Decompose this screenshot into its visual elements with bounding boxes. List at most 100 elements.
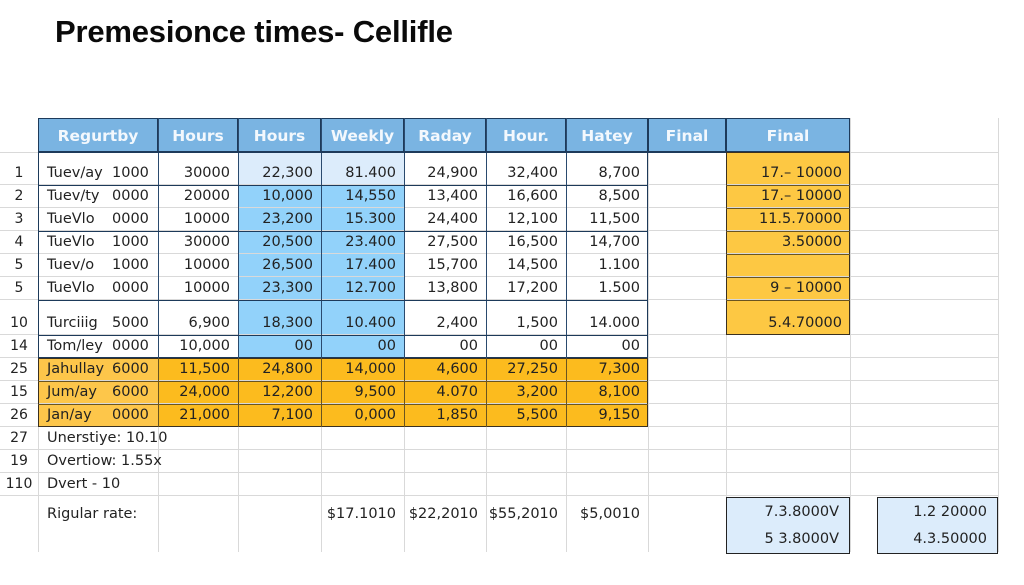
data-cell[interactable]: 10000 bbox=[158, 277, 238, 300]
data-cell[interactable]: 14,500 bbox=[486, 254, 566, 277]
row-label-cell[interactable]: Tuev/ty 0000 bbox=[38, 185, 158, 208]
data-cell[interactable]: 23,200 bbox=[238, 208, 321, 231]
row-number[interactable]: 25 bbox=[0, 358, 38, 381]
row-number[interactable]: 19 bbox=[0, 450, 38, 473]
final-total-cell[interactable]: 17.– 10000 bbox=[726, 185, 850, 208]
data-cell[interactable]: 10,000 bbox=[158, 335, 238, 358]
empty-cell[interactable] bbox=[850, 450, 998, 473]
data-cell[interactable]: 20,500 bbox=[238, 231, 321, 254]
data-cell[interactable]: 13,800 bbox=[404, 277, 486, 300]
final-total-cell[interactable] bbox=[726, 381, 850, 404]
final-cell[interactable] bbox=[648, 152, 726, 185]
data-cell[interactable]: 1.100 bbox=[566, 254, 648, 277]
data-cell[interactable]: 4.070 bbox=[404, 381, 486, 404]
empty-cell[interactable] bbox=[566, 427, 648, 450]
regular-rate-value[interactable]: $5,0010 bbox=[580, 506, 640, 522]
row-number[interactable]: 14 bbox=[0, 335, 38, 358]
empty-cell[interactable] bbox=[726, 473, 850, 496]
data-cell[interactable]: 10000 bbox=[158, 208, 238, 231]
empty-cell[interactable] bbox=[404, 427, 486, 450]
data-cell[interactable]: 30000 bbox=[158, 231, 238, 254]
row-number[interactable]: 5 bbox=[0, 277, 38, 300]
data-cell[interactable]: 5,500 bbox=[486, 404, 566, 427]
column-header-3[interactable]: Hours bbox=[238, 118, 321, 153]
data-cell[interactable]: 1,500 bbox=[486, 300, 566, 335]
empty-cell[interactable] bbox=[238, 473, 321, 496]
empty-cell[interactable] bbox=[850, 427, 998, 450]
note-text[interactable]: Overtiow: 1.55x bbox=[38, 450, 162, 473]
data-cell[interactable]: 17,200 bbox=[486, 277, 566, 300]
row-label-cell[interactable]: Turciiig 5000 bbox=[38, 300, 158, 335]
row-number[interactable]: 110 bbox=[0, 473, 38, 496]
summary-value[interactable]: 5 3.8000V bbox=[726, 525, 850, 554]
empty-cell[interactable] bbox=[850, 277, 998, 300]
empty-cell[interactable] bbox=[238, 427, 321, 450]
data-cell[interactable]: 12.700 bbox=[321, 277, 404, 300]
empty-cell[interactable] bbox=[321, 427, 404, 450]
final-cell[interactable] bbox=[648, 231, 726, 254]
data-cell[interactable]: 14,700 bbox=[566, 231, 648, 254]
data-cell[interactable]: 1,850 bbox=[404, 404, 486, 427]
empty-cell[interactable] bbox=[850, 404, 998, 427]
row-number[interactable]: 4 bbox=[0, 231, 38, 254]
empty-cell[interactable] bbox=[238, 450, 321, 473]
row-label-cell[interactable]: Jahullay 6000 bbox=[38, 358, 158, 381]
final-total-cell[interactable] bbox=[726, 358, 850, 381]
data-cell[interactable]: 27,250 bbox=[486, 358, 566, 381]
regular-rate-value[interactable]: $55,2010 bbox=[488, 506, 558, 522]
final-total-cell[interactable] bbox=[726, 335, 850, 358]
final-total-cell[interactable]: 3.50000 bbox=[726, 231, 850, 254]
empty-cell[interactable] bbox=[158, 450, 238, 473]
data-cell[interactable]: 22,300 bbox=[238, 152, 321, 185]
data-cell[interactable]: 81.400 bbox=[321, 152, 404, 185]
empty-cell[interactable] bbox=[850, 473, 998, 496]
data-cell[interactable]: 14.000 bbox=[566, 300, 648, 335]
row-label-cell[interactable]: Tom/ley 0000 bbox=[38, 335, 158, 358]
data-cell[interactable]: 11,500 bbox=[158, 358, 238, 381]
row-number[interactable]: 1 bbox=[0, 152, 38, 185]
data-cell[interactable]: 16,500 bbox=[486, 231, 566, 254]
data-cell[interactable]: 13,400 bbox=[404, 185, 486, 208]
summary-value[interactable]: 4.3.50000 bbox=[877, 525, 998, 554]
row-number[interactable]: 26 bbox=[0, 404, 38, 427]
data-cell[interactable]: 15,700 bbox=[404, 254, 486, 277]
final-total-cell[interactable] bbox=[726, 404, 850, 427]
empty-cell[interactable] bbox=[850, 185, 998, 208]
note-text[interactable]: Dvert - 10 bbox=[38, 473, 158, 496]
data-cell[interactable]: 24,400 bbox=[404, 208, 486, 231]
data-cell[interactable]: 20000 bbox=[158, 185, 238, 208]
data-cell[interactable]: 27,500 bbox=[404, 231, 486, 254]
data-cell[interactable]: 18,300 bbox=[238, 300, 321, 335]
row-number[interactable]: 15 bbox=[0, 381, 38, 404]
data-cell[interactable]: 8,700 bbox=[566, 152, 648, 185]
data-cell[interactable]: 12,200 bbox=[238, 381, 321, 404]
empty-cell[interactable] bbox=[726, 450, 850, 473]
empty-cell[interactable] bbox=[321, 450, 404, 473]
data-cell[interactable]: 8,100 bbox=[566, 381, 648, 404]
row-number[interactable]: 10 bbox=[0, 300, 38, 335]
empty-cell[interactable] bbox=[850, 208, 998, 231]
empty-cell[interactable] bbox=[850, 300, 998, 335]
data-cell[interactable]: 9,150 bbox=[566, 404, 648, 427]
data-cell[interactable]: 00 bbox=[321, 335, 404, 358]
row-label-cell[interactable]: Tuev/o 1000 bbox=[38, 254, 158, 277]
data-cell[interactable]: 7,100 bbox=[238, 404, 321, 427]
empty-cell[interactable] bbox=[321, 473, 404, 496]
regular-rate-value[interactable]: $22,2010 bbox=[408, 506, 478, 522]
data-cell[interactable]: 24,900 bbox=[404, 152, 486, 185]
final-total-cell[interactable]: 5.4.70000 bbox=[726, 300, 850, 335]
data-cell[interactable]: 14,550 bbox=[321, 185, 404, 208]
column-header-4[interactable]: Weekly bbox=[321, 118, 404, 153]
data-cell[interactable]: 10000 bbox=[158, 254, 238, 277]
data-cell[interactable]: 10,000 bbox=[238, 185, 321, 208]
empty-cell[interactable] bbox=[158, 473, 238, 496]
empty-cell[interactable] bbox=[726, 427, 850, 450]
final-cell[interactable] bbox=[648, 277, 726, 300]
final-cell[interactable] bbox=[648, 300, 726, 335]
final-cell[interactable] bbox=[648, 208, 726, 231]
row-label-cell[interactable]: TueVlo 1000 bbox=[38, 231, 158, 254]
empty-cell[interactable] bbox=[566, 450, 648, 473]
data-cell[interactable]: 9,500 bbox=[321, 381, 404, 404]
empty-cell[interactable] bbox=[404, 450, 486, 473]
column-header-9[interactable]: Final bbox=[726, 118, 850, 153]
